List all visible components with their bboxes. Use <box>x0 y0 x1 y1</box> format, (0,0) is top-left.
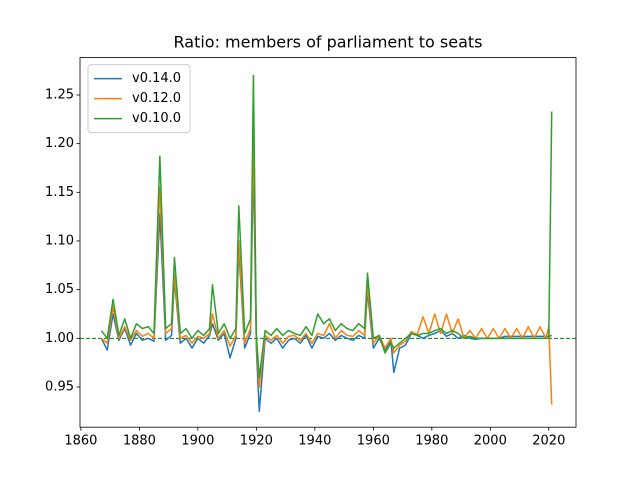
axes-frame <box>79 57 577 428</box>
x-tick-label: 1900 <box>181 434 214 449</box>
legend-box <box>87 64 191 134</box>
x-tick-label: 2000 <box>474 434 507 449</box>
y-tick-label: 0.95 <box>45 379 74 394</box>
x-tick-label: 1960 <box>357 434 390 449</box>
series-line <box>100 74 553 379</box>
y-tick-label: 1.00 <box>45 331 74 346</box>
x-tick-label: 2020 <box>532 434 565 449</box>
y-tick-label: 1.05 <box>45 282 74 297</box>
x-tick-label: 1940 <box>298 434 331 449</box>
y-tick-label: 1.25 <box>45 87 74 102</box>
x-tick-label: 1920 <box>240 434 273 449</box>
y-tick-label: 1.10 <box>45 233 74 248</box>
chart-title: Ratio: members of parliament to seats <box>174 33 483 52</box>
legend-label: v0.14.0 <box>132 71 181 86</box>
x-tick-label: 1880 <box>123 434 156 449</box>
y-tick-label: 1.15 <box>45 185 74 200</box>
y-tick-label: 1.20 <box>45 136 74 151</box>
x-tick-label: 1860 <box>64 434 97 449</box>
series-line <box>100 157 552 413</box>
legend-label: v0.10.0 <box>132 111 181 126</box>
x-tick-label: 1980 <box>415 434 448 449</box>
legend-label: v0.12.0 <box>132 91 181 106</box>
series-line <box>100 131 553 405</box>
